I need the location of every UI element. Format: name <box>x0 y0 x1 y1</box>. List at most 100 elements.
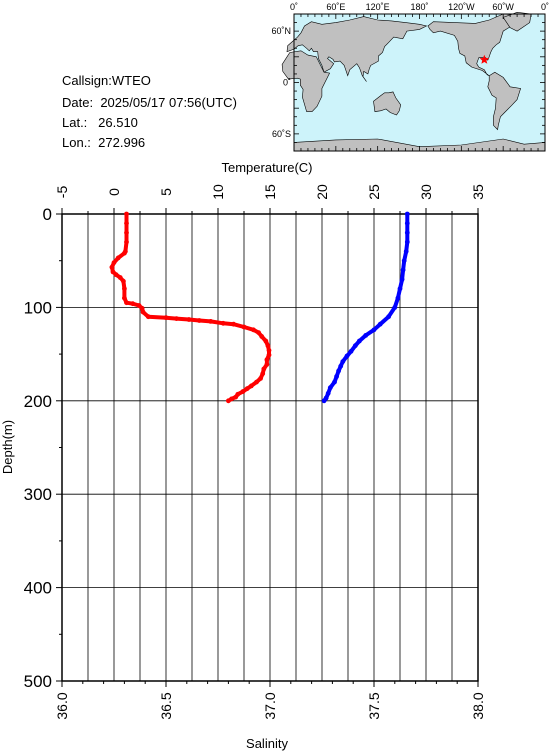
temperature-tick-labels: -5 0 5 10 15 20 25 30 35 <box>54 184 486 200</box>
chart-grid <box>61 213 479 682</box>
temperature-point <box>261 366 267 372</box>
world-map: 0˚ 60˚E 120˚E 180˚ 120˚W 60˚W 0˚ 60˚N 0˚ 60˚S <box>271 2 549 152</box>
temperature-point <box>226 398 231 404</box>
depth-axis-label: Depth(m) <box>0 420 15 474</box>
longitude-line: Lon.: 272.996 <box>62 136 145 149</box>
latitude-label: Lat.: <box>62 115 88 130</box>
depth-tick-label: 500 <box>24 672 52 691</box>
salinity-tick-label: 38.0 <box>470 692 486 719</box>
temperature-point <box>264 357 270 363</box>
temperature-point <box>241 324 247 330</box>
map-lon-label: 60˚E <box>326 2 345 12</box>
latitude-value: 26.510 <box>98 115 138 130</box>
depth-tick-labels: 0 100 200 300 400 500 <box>24 205 52 691</box>
salinity-point <box>397 286 403 292</box>
axis-ticks <box>56 208 479 687</box>
temperature-tick-label: 10 <box>210 184 226 200</box>
map-lat-label: 60˚N <box>271 26 291 36</box>
salinity-tick-label: 36.5 <box>158 692 174 719</box>
temperature-point <box>266 348 272 353</box>
depth-tick-label: 100 <box>24 298 52 317</box>
temperature-point <box>254 379 259 385</box>
continent-south-america <box>487 71 521 131</box>
temperature-point <box>196 318 202 323</box>
temperature-point <box>124 239 129 245</box>
temperature-point <box>139 305 145 311</box>
date-label: Date: <box>62 95 94 110</box>
callsign-label: Callsign: <box>62 73 112 88</box>
map-lon-label: 120˚E <box>366 2 390 12</box>
temperature-point <box>124 220 129 226</box>
station-marker-star-icon <box>479 54 490 64</box>
map-frame <box>293 13 546 152</box>
salinity-point <box>332 379 337 385</box>
temperature-point <box>231 321 237 327</box>
temperature-point <box>122 286 127 292</box>
temperature-tick-label: 0 <box>106 188 122 196</box>
salinity-point <box>323 395 329 401</box>
temperature-point <box>124 230 129 236</box>
salinity-point <box>325 390 331 396</box>
temperature-point <box>110 269 116 275</box>
temperature-point <box>251 327 256 333</box>
latitude-line: Lat.: 26.510 <box>62 116 138 129</box>
map-lon-label: 0˚ <box>541 2 549 12</box>
salinity-point <box>401 258 407 264</box>
salinity-point <box>377 321 383 327</box>
temperature-tick-label: 30 <box>418 184 434 200</box>
temperature-point <box>258 376 263 381</box>
temperature-point <box>124 300 129 306</box>
data-series <box>109 211 410 404</box>
continent-europe-asia <box>286 16 428 82</box>
salinity-point <box>357 338 362 344</box>
temperature-point <box>115 255 121 261</box>
temperature-point <box>109 264 115 270</box>
temperature-tick-label: 20 <box>314 184 330 200</box>
salinity-point <box>400 267 406 273</box>
temperature-point <box>208 319 214 324</box>
temperature-point <box>256 330 261 335</box>
map-lat-label: 0˚ <box>283 78 291 88</box>
salinity-profile-line <box>322 212 410 403</box>
temperature-point <box>229 396 234 402</box>
temperature-point <box>113 272 119 278</box>
salinity-point <box>334 374 339 379</box>
temperature-point <box>111 260 117 265</box>
map-land <box>281 11 546 152</box>
temperature-point <box>240 389 246 394</box>
temperature-tick-label: -5 <box>54 186 70 199</box>
salinity-point <box>404 239 410 245</box>
continent-australia <box>373 91 402 116</box>
date-line: Date: 2025/05/17 07:56(UTC) <box>62 96 237 109</box>
temperature-tick-label: 15 <box>262 184 278 200</box>
temperature-tick-label: 25 <box>366 184 382 200</box>
temperature-point <box>122 295 127 301</box>
map-lat-labels: 60˚N 0˚ 60˚S <box>271 26 291 139</box>
salinity-point <box>348 348 354 354</box>
temperature-point <box>265 343 271 349</box>
salinity-point <box>404 211 410 217</box>
map-lat-label: 60˚S <box>272 129 291 139</box>
salinity-axis-label: Salinity <box>246 736 288 751</box>
temperature-point <box>233 394 239 400</box>
temperature-point <box>130 301 136 307</box>
salinity-point <box>371 327 377 333</box>
salinity-point <box>344 353 350 359</box>
plot-frame <box>61 213 479 682</box>
salinity-point <box>327 385 333 391</box>
salinity-point <box>399 277 405 282</box>
salinity-point <box>336 368 341 374</box>
temperature-point <box>263 338 269 344</box>
temperature-point <box>140 309 146 315</box>
temperature-point <box>174 316 179 321</box>
depth-tick-label: 400 <box>24 579 52 598</box>
salinity-tick-label: 36.0 <box>54 692 70 719</box>
salinity-point <box>340 359 346 364</box>
salinity-point <box>403 249 409 254</box>
salinity-point <box>338 363 344 369</box>
salinity-point <box>395 295 401 301</box>
salinity-point <box>352 343 358 349</box>
temperature-point <box>145 314 151 320</box>
salinity-point <box>392 305 398 310</box>
temperature-point <box>117 275 123 280</box>
